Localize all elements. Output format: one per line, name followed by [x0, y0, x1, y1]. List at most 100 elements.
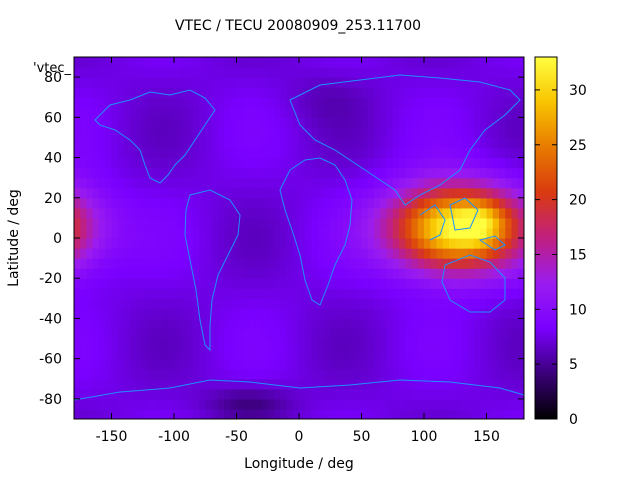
- heatmap-cell: [136, 278, 144, 289]
- heatmap-cell: [124, 97, 131, 108]
- heatmap-cell: [405, 167, 413, 179]
- heatmap-cell: [236, 77, 244, 88]
- heatmap-cell: [155, 117, 163, 128]
- heatmap-cell: [467, 278, 475, 289]
- heatmap-cell: [392, 258, 400, 269]
- heatmap-cell: [386, 308, 394, 320]
- heatmap-cell: [180, 358, 188, 370]
- heatmap-cell: [261, 368, 269, 380]
- heatmap-cell: [486, 238, 494, 249]
- heatmap-cell: [111, 258, 119, 269]
- heatmap-cell: [417, 278, 425, 289]
- heatmap-cell: [167, 67, 175, 78]
- heatmap-cell: [367, 67, 375, 78]
- heatmap-cell: [474, 258, 481, 269]
- heatmap-cell: [86, 368, 94, 380]
- heatmap-cell: [230, 77, 238, 88]
- heatmap-cell: [386, 248, 394, 259]
- heatmap-cell: [474, 298, 481, 309]
- heatmap-cell: [199, 258, 206, 269]
- heatmap-cell: [430, 238, 438, 249]
- heatmap-cell: [292, 278, 300, 289]
- heatmap-cell: [324, 378, 331, 390]
- heatmap-cell: [249, 227, 256, 239]
- heatmap-cell: [142, 368, 150, 380]
- heatmap-cell: [186, 177, 194, 189]
- heatmap-cell: [455, 157, 463, 169]
- heatmap-cell: [311, 288, 319, 299]
- heatmap-cell: [355, 308, 363, 320]
- heatmap-cell: [224, 278, 231, 289]
- heatmap-cell: [86, 398, 94, 410]
- heatmap-cell: [99, 318, 106, 330]
- heatmap-cell: [280, 127, 288, 139]
- heatmap-cell: [392, 107, 400, 118]
- heatmap-cell: [155, 278, 163, 289]
- heatmap-cell: [224, 137, 231, 149]
- heatmap-cell: [405, 127, 413, 139]
- heatmap-cell: [330, 157, 338, 169]
- heatmap-cell: [267, 167, 275, 179]
- heatmap-cell: [267, 368, 275, 380]
- heatmap-cell: [480, 358, 488, 370]
- heatmap-cell: [417, 338, 425, 350]
- heatmap-cell: [255, 398, 263, 410]
- heatmap-cell: [99, 348, 106, 360]
- heatmap-cell: [492, 157, 500, 169]
- heatmap-cell: [286, 107, 294, 118]
- heatmap-cell: [317, 127, 325, 139]
- heatmap-cell: [367, 157, 375, 169]
- heatmap-cell: [261, 197, 269, 209]
- heatmap-cell: [124, 187, 131, 199]
- heatmap-cell: [261, 227, 269, 239]
- heatmap-cell: [199, 288, 206, 299]
- heatmap-cell: [230, 207, 238, 219]
- heatmap-cell: [111, 167, 119, 179]
- heatmap-cell: [130, 358, 138, 370]
- heatmap-cell: [380, 378, 388, 390]
- heatmap-cell: [380, 278, 388, 289]
- heatmap-cell: [242, 197, 250, 209]
- heatmap-cell: [261, 147, 269, 159]
- heatmap-cell: [517, 87, 524, 98]
- heatmap-cell: [274, 137, 281, 149]
- heatmap-cell: [249, 288, 256, 299]
- heatmap-cell: [336, 207, 344, 219]
- heatmap-cell: [186, 278, 194, 289]
- heatmap-cell: [186, 117, 194, 128]
- heatmap-cell: [424, 348, 431, 360]
- heatmap-cell: [361, 87, 369, 98]
- heatmap-cell: [486, 227, 494, 239]
- heatmap-cell: [111, 217, 119, 229]
- heatmap-cell: [305, 177, 313, 189]
- heatmap-cell: [299, 207, 306, 219]
- heatmap-cell: [80, 177, 88, 189]
- heatmap-cell: [242, 378, 250, 390]
- heatmap-cell: [342, 288, 350, 299]
- heatmap-cell: [349, 388, 356, 400]
- heatmap-cell: [80, 197, 88, 209]
- heatmap-cell: [130, 308, 138, 320]
- heatmap-cell: [161, 358, 169, 370]
- heatmap-cell: [224, 107, 231, 118]
- heatmap-cell: [111, 268, 119, 279]
- heatmap-cell: [474, 227, 481, 239]
- heatmap-cell: [386, 278, 394, 289]
- heatmap-cell: [174, 57, 181, 68]
- heatmap-cell: [436, 147, 444, 159]
- heatmap-cell: [149, 127, 156, 139]
- heatmap-cell: [324, 227, 331, 239]
- heatmap-cell: [355, 227, 363, 239]
- heatmap-cell: [486, 217, 494, 229]
- heatmap-cell: [142, 268, 150, 279]
- heatmap-cell: [442, 217, 450, 229]
- heatmap-cell: [174, 127, 181, 139]
- heatmap-cell: [292, 227, 300, 239]
- heatmap-cell: [311, 268, 319, 279]
- heatmap-cell: [155, 288, 163, 299]
- heatmap-cell: [505, 258, 513, 269]
- heatmap-cell: [355, 107, 363, 118]
- heatmap-cell: [480, 298, 488, 309]
- heatmap-cell: [192, 248, 200, 259]
- heatmap-cell: [249, 57, 256, 68]
